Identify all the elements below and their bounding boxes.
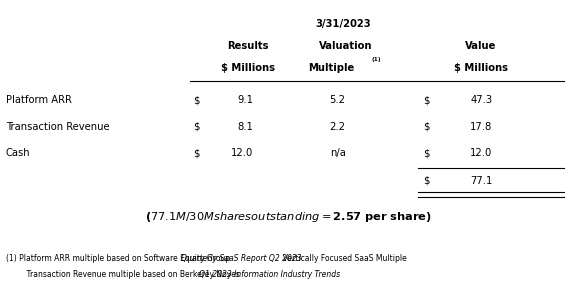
Text: n/a: n/a — [329, 148, 346, 158]
Text: $: $ — [193, 122, 199, 132]
Text: Multiple: Multiple — [308, 63, 354, 73]
Text: Vertically Focused SaaS Multiple: Vertically Focused SaaS Multiple — [278, 254, 407, 263]
Text: (1) Platform ARR multiple based on Software Equity Group: (1) Platform ARR multiple based on Softw… — [6, 254, 232, 263]
Text: Transaction Revenue: Transaction Revenue — [6, 122, 109, 132]
Text: 47.3: 47.3 — [471, 96, 492, 105]
Text: Transaction Revenue multiple based on Berkerey Noyes: Transaction Revenue multiple based on Be… — [17, 270, 242, 280]
Text: Cash: Cash — [6, 148, 31, 158]
Text: 8.1: 8.1 — [237, 122, 253, 132]
Text: Value: Value — [465, 41, 497, 51]
Text: $ Millions: $ Millions — [221, 63, 275, 73]
Text: $: $ — [423, 176, 430, 186]
Text: Quarterly SaaS Report Q2 2023: Quarterly SaaS Report Q2 2023 — [181, 254, 302, 263]
Text: ($77.1M / 30M shares outstanding = $2.57 per share): ($77.1M / 30M shares outstanding = $2.57… — [145, 210, 431, 224]
Text: $: $ — [423, 122, 430, 132]
Text: 12.0: 12.0 — [231, 148, 253, 158]
Text: Results: Results — [227, 41, 268, 51]
Text: 17.8: 17.8 — [470, 122, 492, 132]
Text: 77.1: 77.1 — [470, 176, 492, 186]
Text: $ Millions: $ Millions — [454, 63, 508, 73]
Text: Platform ARR: Platform ARR — [6, 96, 71, 105]
Text: 12.0: 12.0 — [470, 148, 492, 158]
Text: 3/31/2023: 3/31/2023 — [315, 20, 370, 29]
Text: Valuation: Valuation — [319, 41, 372, 51]
Text: 5.2: 5.2 — [329, 96, 346, 105]
Text: 9.1: 9.1 — [237, 96, 253, 105]
Text: $: $ — [193, 148, 199, 158]
Text: $: $ — [423, 96, 430, 105]
Text: $: $ — [423, 148, 430, 158]
Text: 2.2: 2.2 — [329, 122, 346, 132]
Text: Q1 2023 Information Industry Trends: Q1 2023 Information Industry Trends — [199, 270, 340, 280]
Text: (1): (1) — [372, 57, 381, 62]
Text: $: $ — [193, 96, 199, 105]
